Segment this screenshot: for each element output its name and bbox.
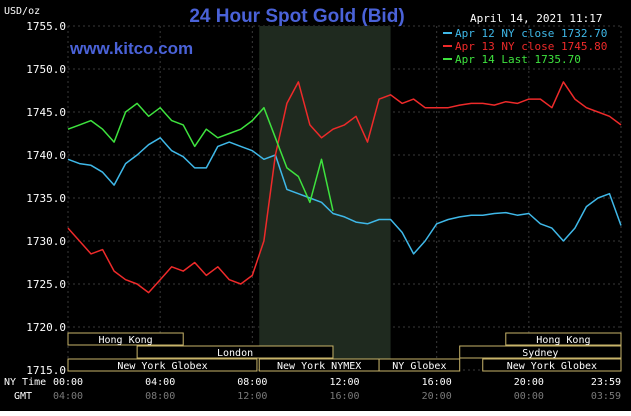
date-label: April 14, 2021 11:17 [470,12,602,25]
session-label: Hong Kong [99,335,153,346]
session-bar [505,332,622,346]
x-tick-label-ny: 20:00 [514,377,544,388]
x-tick-label-ny: 12:00 [329,377,359,388]
x-tick-label-ny: 23:59 [591,377,621,388]
y-tick-label: 1755.0 [26,20,66,33]
y-tick-label: 1745.0 [26,106,66,119]
x-tick-label-gmt: 08:00 [145,391,175,402]
session-label: London [217,348,253,359]
y-tick-label: 1725.0 [26,278,66,291]
session-bar [67,332,184,346]
y-tick-label: 1720.0 [26,321,66,334]
series-line-1 [67,81,622,294]
x-tick-label-ny: 04:00 [145,377,175,388]
session-layer: Hong Kong Hong Kong London Sydney New York G… [67,332,622,372]
session-bar [482,358,622,372]
x-tick-label-gmt: 20:00 [422,391,452,402]
y-tick-label: 1750.0 [26,63,66,76]
session-label: New York Globex [117,361,207,372]
axis-layer: 1755.0 1750.0 1745.0 1740.0 1735.0 1730.0 1725… [26,20,621,402]
x-row-label-ny: NY Time [4,377,46,388]
session-bar [378,358,461,372]
x-tick-label-ny: 08:00 [237,377,267,388]
y-tick-label: 1730.0 [26,235,66,248]
legend-entry: Apr 14 Last 1735.70 [455,53,581,66]
x-tick-label-gmt: 04:00 [53,391,83,402]
series-layer [67,81,622,294]
x-tick-label-gmt: 16:00 [329,391,359,402]
x-tick-label-ny: 00:00 [53,377,83,388]
watermark: www.kitco.com [69,39,193,58]
session-label: Sydney [522,348,558,359]
session-label: Hong Kong [536,335,590,346]
session-label: New York NYMEX [277,361,361,372]
shaded-region [259,26,391,370]
series-line-0 [67,137,622,255]
legend-entry: Apr 12 NY close 1732.70 [455,27,607,40]
y-tick-label: 1715.0 [26,364,66,377]
series-line-2 [67,102,334,212]
session-label: NY Globex [392,361,446,372]
x-tick-label-ny: 16:00 [422,377,452,388]
x-row-label-gmt: GMT [14,391,32,402]
legend-entry: Apr 13 NY close 1745.80 [455,40,607,53]
session-label: New York Globex [507,361,597,372]
y-tick-label: 1740.0 [26,149,66,162]
session-bar [459,345,622,359]
chart-title: 24 Hour Spot Gold (Bid) [189,6,404,27]
y-axis-label: USD/oz [4,6,40,17]
session-bar [67,358,258,372]
x-tick-label-gmt: 03:59 [591,391,621,402]
x-tick-label-gmt: 12:00 [237,391,267,402]
x-tick-label-gmt: 00:00 [514,391,544,402]
session-bar [136,345,334,359]
shaded-trading-region [259,26,391,370]
y-tick-label: 1735.0 [26,192,66,205]
